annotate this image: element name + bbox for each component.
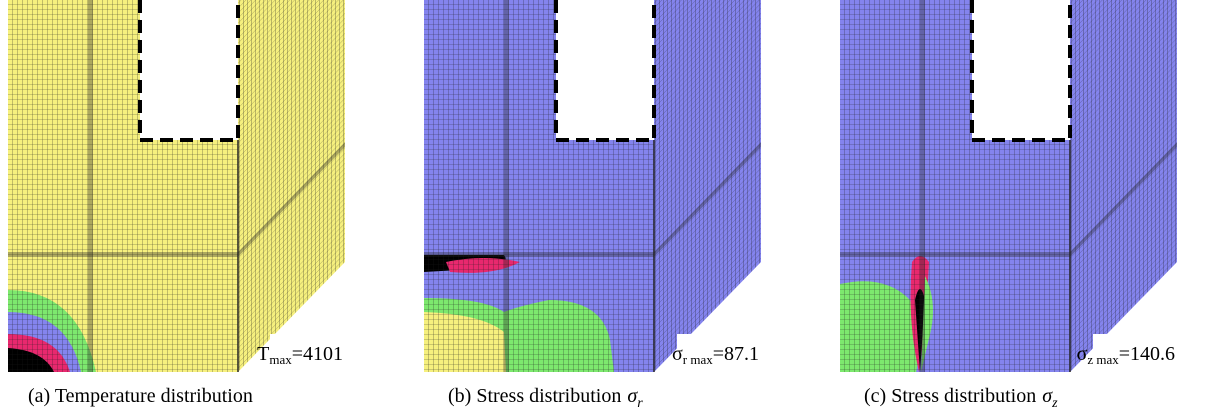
mesh-band	[88, 0, 93, 372]
caption-text: (b) Stress distribution	[448, 385, 621, 407]
figure: Tmax=4101 (a) Temperature distribution σ…	[0, 0, 1213, 411]
mesh-band	[840, 252, 1070, 257]
caption-subscript: r	[637, 396, 643, 411]
mesh-band	[8, 252, 238, 257]
page: Tmax=4101 (a) Temperature distribution σ…	[0, 0, 1213, 411]
max-subscript: max	[269, 352, 292, 367]
notch	[556, 0, 654, 140]
max-symbol: σ	[1077, 343, 1088, 365]
max-subscript: r max	[683, 352, 713, 367]
mesh	[238, 0, 345, 372]
panel: Tmax=4101 (a) Temperature distribution	[8, 0, 345, 407]
mesh-band	[504, 0, 509, 372]
mesh-band	[920, 0, 925, 372]
panels: Tmax=4101 (a) Temperature distribution σ…	[8, 0, 1177, 411]
caption-subscript: z	[1051, 396, 1058, 411]
caption: (a) Temperature distribution	[28, 385, 253, 407]
caption-text: (c) Stress distribution	[864, 385, 1036, 407]
mesh	[654, 0, 761, 372]
mesh-band	[424, 252, 654, 257]
max-value: =4101	[292, 343, 343, 365]
max-symbol: σ	[672, 343, 683, 365]
caption-text: (a) Temperature distribution	[28, 385, 253, 407]
mesh	[1070, 0, 1177, 372]
max-value: =87.1	[713, 343, 759, 365]
max-symbol: T	[257, 343, 269, 365]
max-value: =140.6	[1119, 343, 1175, 365]
notch	[972, 0, 1070, 140]
notch	[140, 0, 238, 140]
max-label: Tmax=4101	[257, 343, 343, 367]
max-subscript: z max	[1087, 352, 1119, 367]
